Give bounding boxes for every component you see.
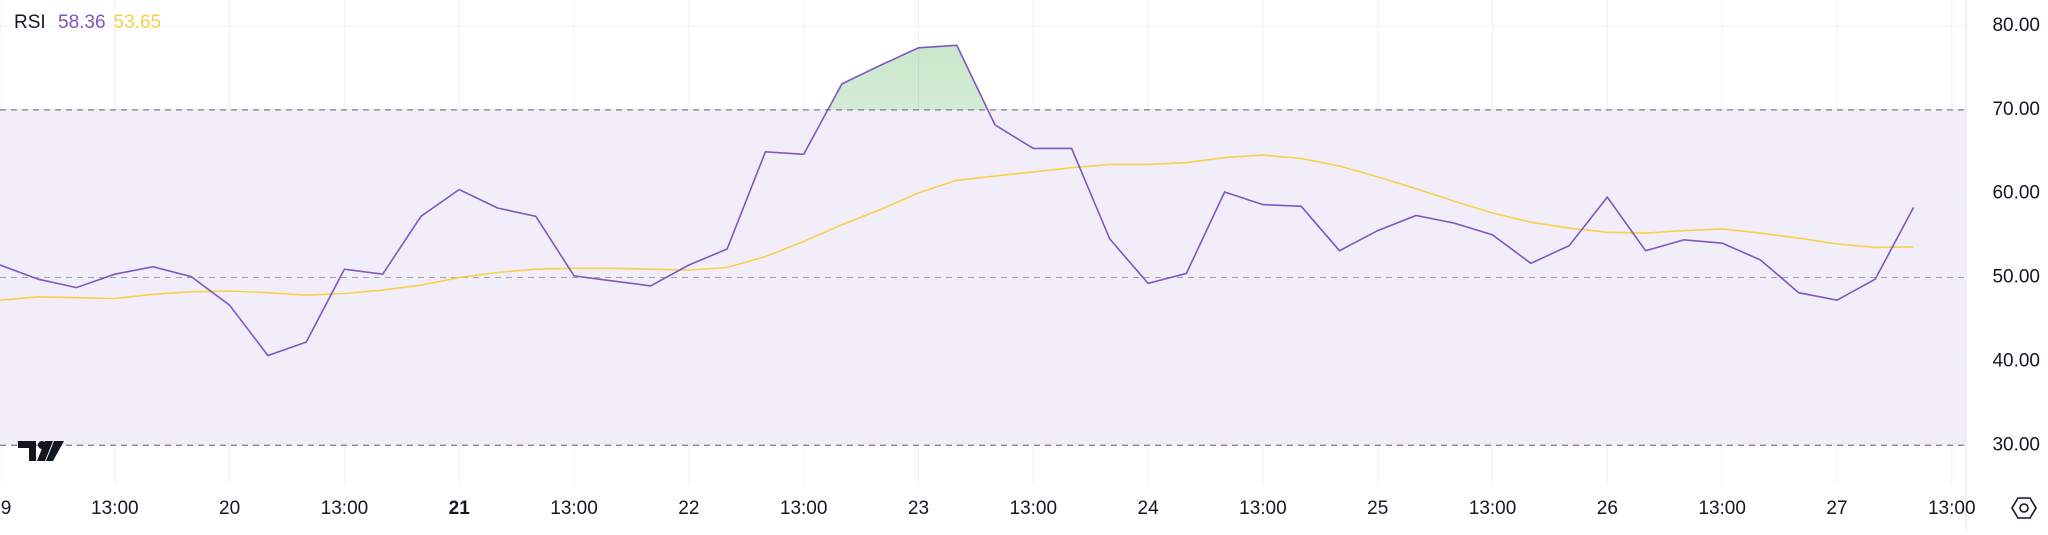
y-tick-label: 30.00: [1992, 434, 2040, 455]
x-tick-label: 20: [219, 498, 240, 519]
x-tick-label: 21: [449, 498, 471, 519]
x-tick-label: 13:00: [1469, 498, 1517, 519]
x-tick-label: 13:00: [321, 498, 369, 519]
y-tick-label: 40.00: [1992, 350, 2040, 371]
settings-button[interactable]: [2011, 497, 2037, 519]
x-tick-label: 13:00: [1239, 498, 1287, 519]
x-tick-label: 23: [908, 498, 929, 519]
x-tick-label: 13:00: [1928, 498, 1976, 519]
series-line: [0, 154, 1914, 301]
x-tick-label: 13:00: [550, 498, 598, 519]
x-tick-label: 27: [1826, 498, 1847, 519]
series-line: [0, 44, 1915, 357]
legend-value: 58.36: [58, 12, 106, 33]
y-tick-label: 50.00: [1992, 267, 2040, 288]
y-tick-label: 80.00: [1992, 15, 2040, 36]
x-tick-label: 9: [1, 498, 12, 519]
x-tick-label: 25: [1367, 498, 1388, 519]
x-tick-label: 13:00: [91, 498, 139, 519]
x-tick-label: 13:00: [1010, 498, 1058, 519]
x-tick-label: 13:00: [780, 498, 828, 519]
x-tick-label: 26: [1597, 498, 1618, 519]
logo: [18, 441, 64, 461]
x-tick-label: 13:00: [1698, 498, 1746, 519]
x-tick-label: 24: [1138, 498, 1160, 519]
y-tick-label: 60.00: [1992, 183, 2040, 204]
overbought-fill: [827, 45, 988, 110]
legend-value: 53.65: [114, 12, 162, 33]
indicator-name: RSI: [14, 12, 46, 33]
x-tick-label: 22: [678, 498, 699, 519]
y-tick-label: 70.00: [1992, 99, 2040, 120]
